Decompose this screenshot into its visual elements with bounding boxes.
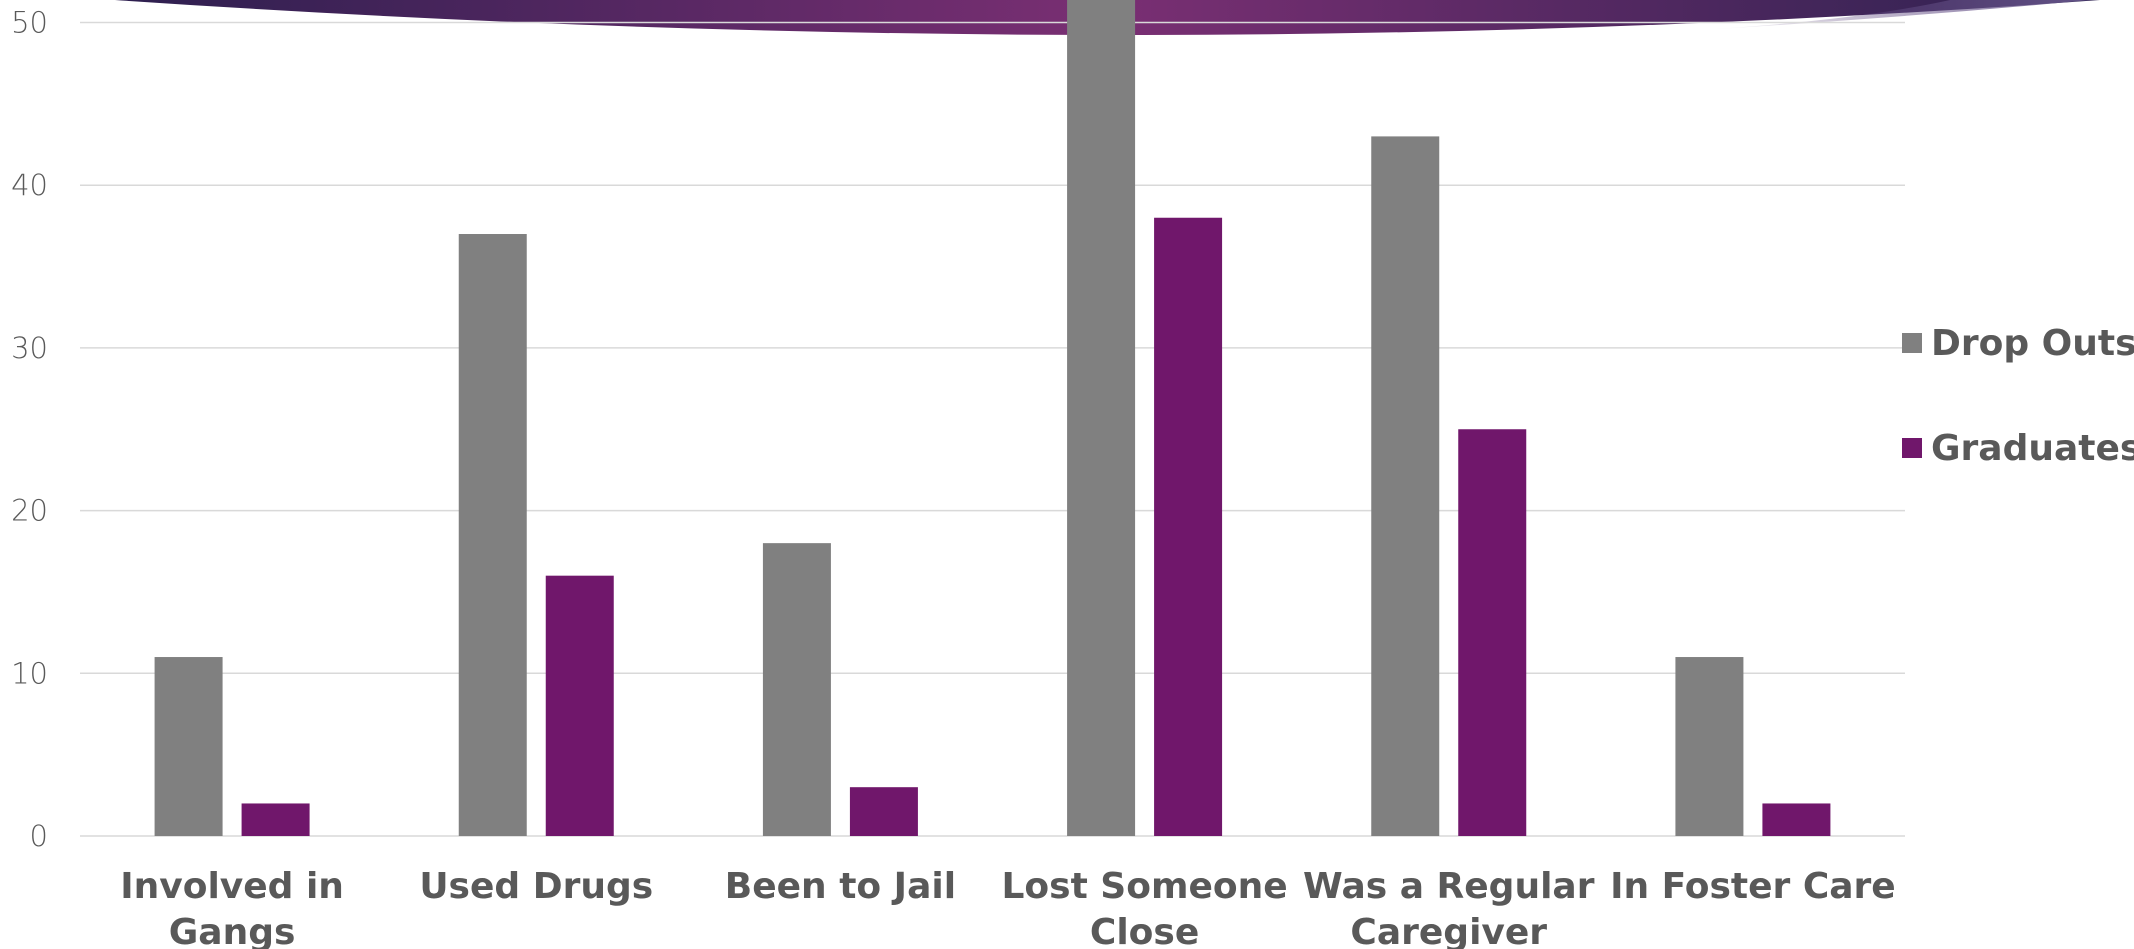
category-label: Used Drugs: [419, 866, 653, 907]
y-tick-label: 0: [30, 819, 48, 853]
bar-graduates-2: [849, 787, 918, 836]
category-label-line: Used Drugs: [419, 866, 653, 907]
bar-drop-outs-5: [1675, 657, 1744, 836]
bar-graduates-4: [1458, 429, 1527, 836]
category-label-line: Been to Jail: [725, 866, 956, 907]
legend: Drop Outs Graduates: [1902, 323, 2134, 469]
bar-drop-outs-3: [1067, 0, 1136, 836]
category-label-line: Involved in: [120, 866, 344, 907]
bar-drop-outs-2: [762, 543, 831, 836]
bar-graduates-5: [1762, 803, 1831, 836]
bar-drop-outs-4: [1371, 136, 1440, 836]
y-tick-label: 20: [11, 494, 48, 528]
category-labels: Involved in Gangs Used Drugs Been to Jail Lo…: [120, 866, 1896, 949]
category-label: Was a Regular Caregiver: [1303, 866, 1595, 949]
y-tick-label: 40: [11, 168, 48, 202]
legend-swatch-1: [1902, 438, 1922, 458]
bars: [154, 0, 1831, 837]
category-label: In Foster Care: [1610, 866, 1896, 907]
category-label-line: Caregiver: [1350, 912, 1547, 949]
category-label: Lost Someone Close: [1001, 866, 1287, 949]
y-axis-ticks: 0 10 20 30 40 50: [11, 6, 48, 854]
y-tick-label: 10: [11, 656, 48, 690]
category-label-line: Lost Someone: [1001, 866, 1287, 907]
bar-drop-outs-0: [154, 657, 223, 836]
y-tick-label: 50: [11, 6, 48, 40]
category-label-line: Close: [1090, 912, 1199, 949]
legend-label: Drop Outs: [1931, 323, 2134, 364]
legend-swatch-0: [1902, 333, 1922, 353]
category-label: Been to Jail: [725, 866, 956, 907]
y-tick-label: 30: [11, 331, 48, 365]
legend-label: Graduates: [1931, 428, 2134, 469]
bar-graduates-1: [545, 575, 614, 836]
bar-drop-outs-1: [458, 234, 527, 836]
bar-graduates-0: [241, 803, 310, 836]
category-label-line: In Foster Care: [1610, 866, 1896, 907]
bar-graduates-3: [1154, 217, 1223, 837]
gridlines: [80, 21, 1905, 837]
category-label: Involved in Gangs: [120, 866, 344, 949]
category-label-line: Gangs: [169, 912, 296, 949]
category-label-line: Was a Regular: [1303, 866, 1595, 907]
